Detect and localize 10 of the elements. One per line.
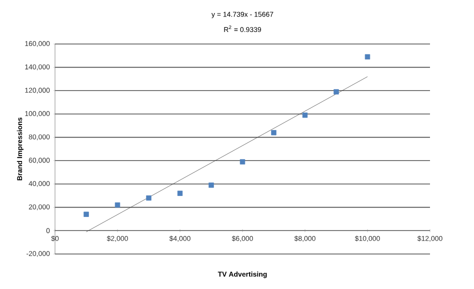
point bbox=[208, 182, 214, 188]
point bbox=[146, 195, 152, 201]
point bbox=[84, 212, 89, 217]
point bbox=[364, 54, 370, 60]
point bbox=[302, 112, 308, 118]
point bbox=[240, 159, 246, 164]
point bbox=[177, 190, 183, 196]
point bbox=[271, 130, 276, 136]
point bbox=[114, 202, 120, 208]
point bbox=[334, 89, 339, 94]
